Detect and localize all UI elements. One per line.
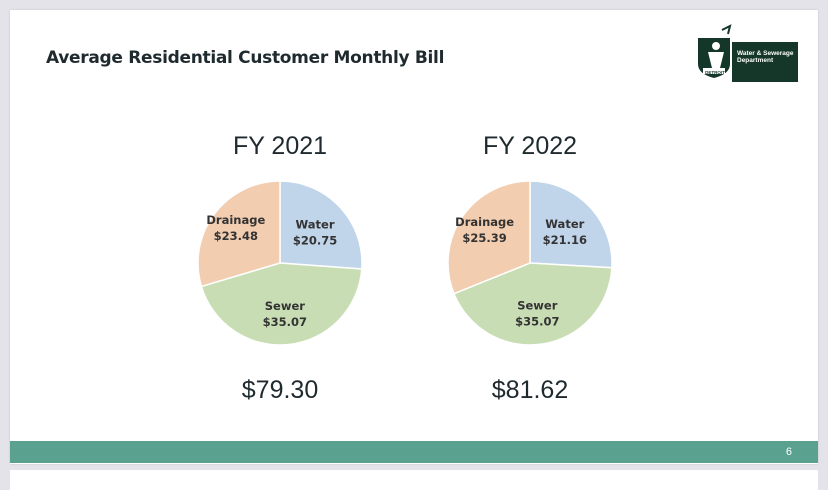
slide-title: Average Residential Customer Monthly Bil… (46, 48, 445, 68)
logo-text-box: Water & Sewerage Department (732, 42, 798, 82)
pie-slice-water (529, 180, 613, 269)
page-number: 6 (785, 446, 792, 458)
pie-slice-sewer (200, 262, 363, 346)
slice-label-drainage: Drainage (206, 213, 265, 227)
slice-value-water: $21.16 (543, 233, 587, 247)
logo-line1: Water & Sewerage (737, 50, 794, 57)
chart-total: $81.62 (491, 376, 569, 404)
pie-svg: Water $21.16 Sewer $35.07 Drainage $25.39 (447, 180, 613, 346)
pie-slice-water (279, 180, 363, 270)
dwsd-logo: DETROIT Water & Sewerage Department (694, 24, 798, 82)
detroit-shield-icon (698, 24, 732, 78)
chart-total: $79.30 (241, 376, 319, 404)
pie-chart-fy2022: FY 2022 Water $21.16 Sewer $35.07 Drainage $2… (430, 128, 630, 404)
footer-bar: 6 (10, 441, 818, 463)
pie-slice-sewer (452, 262, 613, 346)
pie-chart-fy2021: FY 2021 Water $20.75 Sewer $35.07 Drainage $2… (180, 128, 380, 404)
pie-svg: Water $20.75 Sewer $35.07 Drainage $23.48 (197, 180, 363, 346)
pie-slice-drainage (447, 180, 531, 295)
slice-label-drainage: Drainage (455, 215, 514, 229)
slice-value-sewer: $35.07 (515, 315, 559, 329)
logo-line2: Department (737, 57, 774, 64)
chart-title: FY 2022 (482, 132, 578, 160)
logo-city: DETROIT (705, 70, 725, 75)
slice-value-drainage: $23.48 (214, 229, 258, 243)
next-slide-edge (10, 470, 818, 490)
slice-value-sewer: $35.07 (263, 315, 307, 329)
slice-label-water: Water (296, 217, 335, 231)
slice-label-sewer: Sewer (265, 299, 306, 313)
slice-label-sewer: Sewer (517, 299, 558, 313)
slice-value-water: $20.75 (293, 233, 337, 247)
slice-value-drainage: $25.39 (462, 231, 506, 245)
slice-label-water: Water (545, 217, 584, 231)
pie-slice-drainage (197, 180, 281, 288)
chart-title: FY 2021 (232, 132, 328, 160)
slide: Average Residential Customer Monthly Bil… (10, 10, 818, 464)
